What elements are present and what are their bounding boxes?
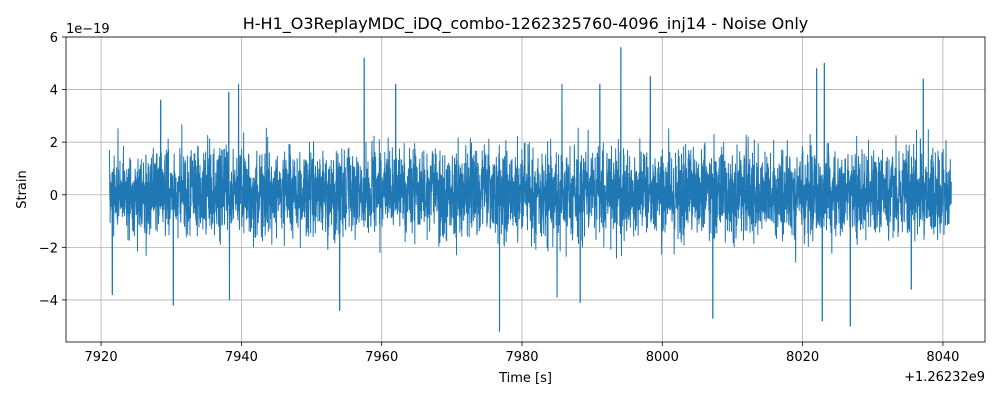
chart-title: H-H1_O3ReplayMDC_iDQ_combo-1262325760-40… (243, 14, 809, 34)
data-layer (108, 47, 952, 332)
y-tick-label: −2 (39, 241, 58, 256)
y-axis-scale-text: 1e−19 (66, 22, 110, 37)
plot-frame (65, 36, 986, 343)
y-axis-label: Strain (15, 170, 30, 209)
x-axis-label: Time [s] (498, 371, 552, 386)
y-tick-label: −4 (39, 294, 58, 309)
x-axis-offset-text: +1.26232e9 (904, 370, 985, 385)
x-tick-label: 7940 (225, 350, 258, 365)
x-tick-label: 7980 (505, 350, 538, 365)
y-tick-label: 6 (50, 31, 58, 46)
axes-layer (65, 36, 986, 343)
y-tick-label: 4 (50, 84, 58, 99)
x-tick-label: 8020 (786, 350, 819, 365)
ticks-layer: 7920 7940 7960 7980 8000 8020 8040 −4 −2 0 2 4 6 (39, 31, 960, 365)
y-tick-label: 0 (50, 189, 58, 204)
strain-series-line (108, 47, 952, 332)
x-tick-label: 7960 (365, 350, 398, 365)
x-tick-label: 8000 (646, 350, 679, 365)
x-tick-label: 7920 (85, 350, 118, 365)
y-tick-label: 2 (50, 136, 58, 151)
x-tick-label: 8040 (926, 350, 959, 365)
